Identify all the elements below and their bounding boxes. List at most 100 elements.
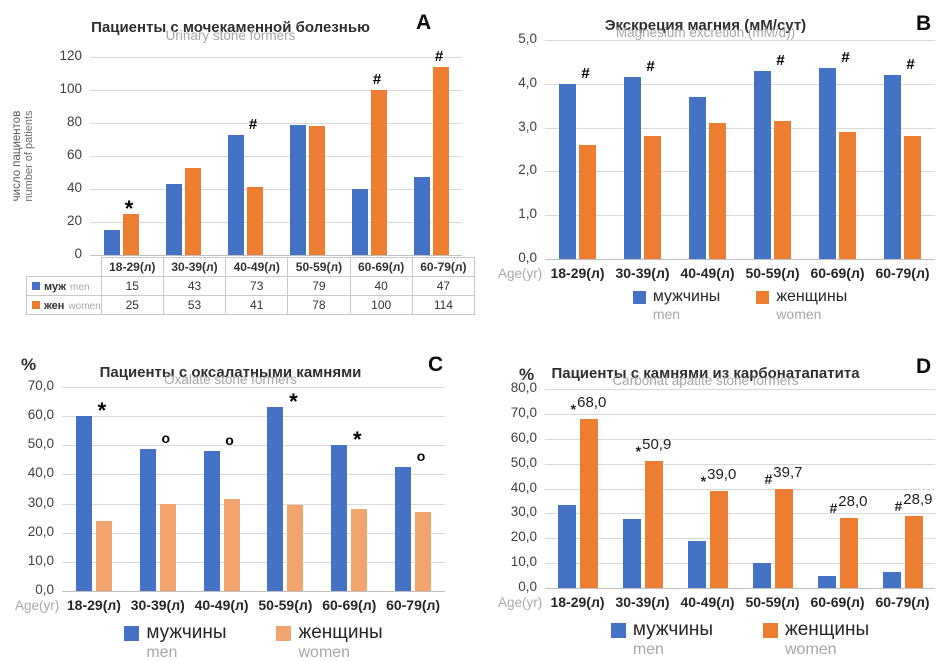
bar-men-1 — [165, 184, 182, 255]
y-tick-label: 30,0 — [27, 494, 54, 510]
x-category-label: 50-59(л) — [258, 597, 313, 613]
gridline — [545, 538, 935, 540]
significance-marker: # — [248, 115, 258, 133]
bar-women-4 — [370, 90, 387, 255]
bar-value-text: 28,9 — [903, 491, 933, 509]
bar-men-1 — [622, 518, 641, 588]
y-tick-label: 0,0 — [518, 579, 537, 594]
bar-men-0 — [557, 505, 576, 588]
y-tick-label: 0,0 — [35, 582, 54, 597]
significance-marker: o — [161, 429, 171, 446]
bar-women-0 — [122, 213, 139, 255]
panel-c-subtitle: Oxalate stone formers — [164, 372, 297, 387]
gridline — [545, 389, 935, 390]
legend-swatch-women — [756, 291, 770, 304]
legend-labels: мужчины men — [653, 288, 721, 322]
significance-marker: o — [225, 432, 234, 449]
panel-c-plot-area: 0,0 10,0 20,0 30,0 40,0 50,0 60,0 70,0 * o o * * o — [28, 378, 445, 597]
panel-d-legend: мужчины men женщины women — [545, 619, 935, 659]
gridline — [62, 561, 445, 563]
legend-labels: мужчины men — [146, 622, 226, 662]
legend-swatch-women — [276, 626, 292, 641]
series-label-ru: муж — [44, 281, 67, 293]
table-value-cell: 79 — [287, 276, 351, 296]
significance-marker: * — [635, 443, 642, 460]
bar-value-label: #28,0 — [830, 494, 868, 515]
legend-swatch-men — [632, 291, 646, 304]
bar-women-4 — [839, 518, 858, 588]
gridline — [90, 90, 462, 91]
gridline — [545, 40, 935, 41]
gridline — [545, 171, 935, 173]
gridline — [545, 563, 935, 565]
bar-women-0 — [579, 418, 598, 588]
legend-label-en: women — [298, 644, 351, 661]
table-value-cell: 25 — [100, 295, 164, 315]
y-tick-label: 100 — [59, 81, 82, 96]
x-category-label: 40-49(л) — [194, 597, 249, 613]
panel-d-x-axis: Age(yr) 18-29(л) 30-39(л) 40-49(л) 50-59(л) 6… — [498, 594, 935, 614]
gridline — [545, 438, 935, 440]
bar-women-5 — [432, 66, 449, 255]
series-label-ru: жен — [44, 300, 65, 312]
panel-c-letter: C — [428, 353, 444, 376]
bar-men-2 — [689, 96, 706, 259]
panel-d-subtitle: Carbonat apatite stone formers — [612, 373, 799, 388]
significance-marker: # — [776, 51, 785, 69]
x-category-label: 40-49(л) — [680, 265, 735, 281]
panel-b-subtitle: Magnesium excretion (mM/d)) — [615, 25, 796, 40]
bar-men-0 — [75, 416, 92, 591]
panel-b-letter: B — [916, 12, 932, 35]
gridline — [62, 445, 445, 447]
gridline — [545, 215, 935, 217]
y-tick-label: 40 — [66, 180, 82, 195]
panel-b-magnesium-excretion: Экскреция магния (мМ/сут) Magnesium excr… — [475, 0, 950, 330]
y-tick-label: 1,0 — [518, 206, 537, 222]
panel-a-title: Пациенты с мочекаменной болезнью — [91, 19, 370, 37]
age-axis-label: Age(yr) — [498, 266, 543, 281]
bar-value-text: 39,7 — [773, 464, 803, 482]
significance-marker: * — [289, 389, 298, 415]
bar-women-3 — [774, 121, 791, 259]
significance-marker: * — [124, 195, 134, 221]
bar-women-5 — [904, 516, 923, 588]
bar-men-3 — [267, 407, 284, 591]
series-label-en: men — [70, 282, 90, 293]
x-category-label: 60-79(л) — [386, 597, 441, 613]
table-header-category: 18-29(л) — [100, 257, 164, 277]
panel-a-data-table: 18-29(л) 30-39(л) 40-49(л) 50-59(л) 60-69(л)… — [26, 257, 476, 315]
significance-marker: # — [906, 56, 915, 74]
bar-women-3 — [774, 489, 793, 588]
bar-men-5 — [395, 467, 412, 591]
table-header-category: 30-39(л) — [162, 257, 227, 277]
bar-value-label: #28,9 — [895, 491, 933, 513]
x-category-label: 50-59(л) — [745, 594, 800, 610]
legend-label-ru: женщины — [776, 288, 848, 305]
y-tick-label: 0,0 — [518, 250, 537, 265]
bar-men-0 — [103, 230, 120, 255]
bar-men-5 — [413, 177, 430, 255]
y-axis-label-ru: число пациентов — [11, 110, 23, 202]
legend-labels: мужчины men — [633, 619, 713, 659]
panel-a-plot-area: 0 20 40 60 80 100 120 * # # # — [59, 48, 462, 261]
gridline — [62, 416, 445, 418]
bar-men-2 — [203, 451, 220, 591]
panel-c-title: Пациенты с оксалатными камнями — [99, 364, 362, 382]
bar-value-text: 39,0 — [707, 465, 737, 483]
legend-label-ru: женщины — [784, 619, 870, 640]
x-category-label: 60-69(л) — [810, 265, 865, 281]
y-tick-label: 0 — [74, 246, 82, 261]
table-value-cell: 53 — [162, 295, 227, 315]
legend-label-ru: мужчины — [632, 619, 713, 640]
table-corner-cell — [27, 258, 102, 277]
table-value-cell: 100 — [349, 295, 413, 315]
legend-item-women: женщины women — [756, 288, 847, 322]
bar-women-5 — [415, 512, 432, 591]
gridline — [545, 463, 935, 465]
gridline — [545, 83, 935, 85]
bar-value-label: #39,7 — [765, 464, 803, 486]
y-tick-label: 120 — [59, 48, 82, 63]
bar-women-2 — [246, 187, 263, 255]
legend-label-en: women — [784, 641, 837, 658]
